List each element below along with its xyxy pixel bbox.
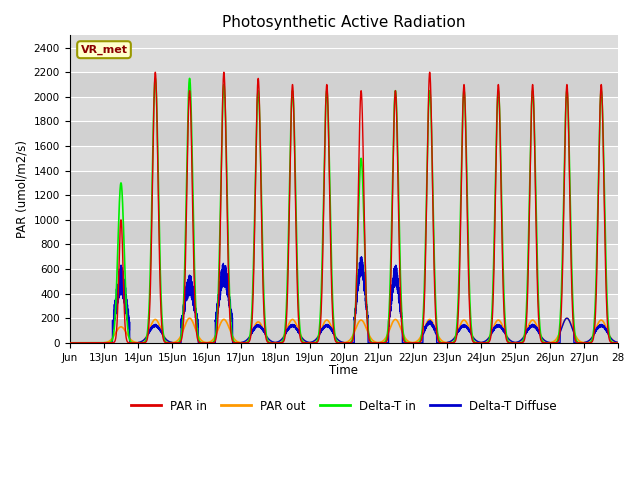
X-axis label: Time: Time: [330, 364, 358, 377]
Title: Photosynthetic Active Radiation: Photosynthetic Active Radiation: [222, 15, 466, 30]
Text: VR_met: VR_met: [81, 45, 127, 55]
Y-axis label: PAR (umol/m2/s): PAR (umol/m2/s): [15, 140, 28, 238]
Bar: [70, 72, 618, 97]
Bar: [70, 318, 618, 343]
Bar: [70, 269, 618, 294]
Bar: [70, 170, 618, 195]
Bar: [70, 220, 618, 244]
Legend: PAR in, PAR out, Delta-T in, Delta-T Diffuse: PAR in, PAR out, Delta-T in, Delta-T Dif…: [127, 395, 561, 417]
Bar: [70, 121, 618, 146]
